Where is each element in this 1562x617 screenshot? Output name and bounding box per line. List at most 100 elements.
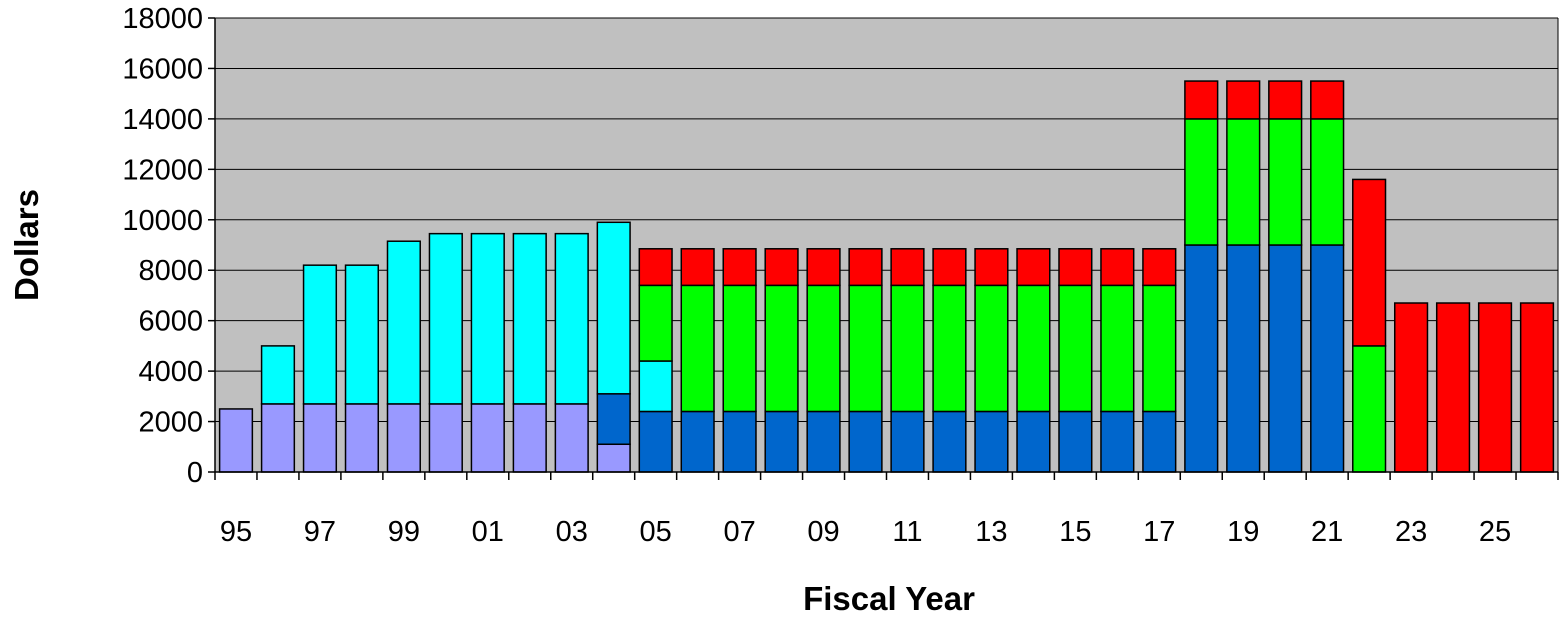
bar-segment-periwinkle-95 xyxy=(218,408,254,473)
bar-segment-cyan-03 xyxy=(554,232,589,405)
bar-segment-periwinkle-98 xyxy=(344,403,380,473)
y-tick-label: 2000 xyxy=(138,407,203,439)
y-tick-label: 12000 xyxy=(122,154,203,186)
bar-segment-red-15 xyxy=(1058,248,1093,287)
bar-segment-blue-11 xyxy=(890,410,925,473)
bar-segment-green-18 xyxy=(1184,118,1219,246)
bar-segment-green-06 xyxy=(680,284,715,413)
bar-segment-blue-19 xyxy=(1226,244,1261,473)
bar-segment-cyan-98 xyxy=(344,264,380,405)
x-tick-label: 25 xyxy=(1479,516,1511,548)
bar-segment-green-15 xyxy=(1058,284,1093,413)
bar-segment-red-11 xyxy=(890,248,925,287)
bar-segment-green-22 xyxy=(1352,345,1387,473)
bar-segment-periwinkle-96 xyxy=(260,403,296,473)
y-tick-label: 4000 xyxy=(138,356,203,388)
y-tick-label: 0 xyxy=(187,457,203,489)
bar-segment-cyan-97 xyxy=(302,264,338,405)
bar-segment-blue-18 xyxy=(1184,244,1219,473)
bar-segment-red-25 xyxy=(1477,302,1513,473)
bar-segment-red-26 xyxy=(1519,302,1555,473)
bar-segment-red-06 xyxy=(680,248,715,287)
bar-segment-blue-09 xyxy=(806,410,841,473)
bar-segment-green-13 xyxy=(974,284,1009,413)
x-tick-label: 01 xyxy=(472,516,504,548)
bars xyxy=(218,80,1555,473)
bar-segment-periwinkle-97 xyxy=(302,403,338,473)
bar-segment-red-14 xyxy=(1016,248,1051,287)
y-tick-label: 18000 xyxy=(122,3,203,35)
bar-segment-blue-15 xyxy=(1058,410,1093,473)
x-axis-title: Fiscal Year xyxy=(803,580,975,617)
bar-segment-periwinkle-01 xyxy=(470,403,505,473)
x-tick-label: 95 xyxy=(220,516,252,548)
bar-segment-blue-06 xyxy=(680,410,715,473)
bar-segment-cyan-02 xyxy=(512,232,547,405)
bar-segment-green-11 xyxy=(890,284,925,413)
bar-segment-cyan-01 xyxy=(470,232,505,405)
bar-segment-red-07 xyxy=(722,248,757,287)
y-tick-label: 10000 xyxy=(122,205,203,237)
bar-segment-green-20 xyxy=(1268,118,1303,246)
bar-segment-green-16 xyxy=(1100,284,1135,413)
y-tick-label: 14000 xyxy=(122,104,203,136)
x-tick-label: 99 xyxy=(388,516,420,548)
bar-segment-periwinkle-03 xyxy=(554,403,589,473)
bar-segment-cyan-00 xyxy=(428,232,463,405)
bar-segment-green-05 xyxy=(638,284,673,362)
bar-segment-red-24 xyxy=(1435,302,1471,473)
bar-segment-periwinkle-04 xyxy=(596,443,631,473)
x-tick-label: 09 xyxy=(807,516,839,548)
bar-segment-green-07 xyxy=(722,284,757,413)
y-tick-label: 8000 xyxy=(138,255,203,287)
x-tick-label: 15 xyxy=(1059,516,1091,548)
x-tick-label: 05 xyxy=(640,516,672,548)
bar-segment-periwinkle-00 xyxy=(428,403,463,473)
x-tick-label: 97 xyxy=(304,516,336,548)
bar-segment-green-08 xyxy=(764,284,799,413)
bar-segment-blue-10 xyxy=(848,410,883,473)
bar-segment-red-12 xyxy=(932,248,967,287)
x-tick-label: 11 xyxy=(892,516,922,548)
bar-segment-blue-20 xyxy=(1268,244,1303,473)
bar-segment-blue-04 xyxy=(596,393,631,446)
bar-segment-red-05 xyxy=(638,248,673,287)
x-tick-label: 19 xyxy=(1227,516,1259,548)
x-tick-label: 21 xyxy=(1311,516,1343,548)
x-tick-label: 07 xyxy=(723,516,755,548)
y-tick-label: 16000 xyxy=(122,53,203,85)
bar-segment-blue-21 xyxy=(1310,244,1345,473)
bar-segment-red-21 xyxy=(1310,80,1345,120)
x-tick-label: 17 xyxy=(1143,516,1175,548)
x-tick-label: 23 xyxy=(1395,516,1427,548)
bar-segment-green-09 xyxy=(806,284,841,413)
bar-segment-blue-05 xyxy=(638,410,673,473)
bar-segment-green-19 xyxy=(1226,118,1261,246)
bar-segment-red-20 xyxy=(1268,80,1303,120)
bar-segment-green-21 xyxy=(1310,118,1345,246)
bar-segment-red-09 xyxy=(806,248,841,287)
bar-segment-green-12 xyxy=(932,284,967,413)
bar-segment-blue-08 xyxy=(764,410,799,473)
y-tick-label: 6000 xyxy=(138,306,203,338)
bar-segment-green-10 xyxy=(848,284,883,413)
bar-segment-blue-12 xyxy=(932,410,967,473)
bar-segment-cyan-99 xyxy=(386,240,421,405)
bar-segment-green-17 xyxy=(1142,284,1177,413)
bar-segment-green-14 xyxy=(1016,284,1051,413)
bar-segment-blue-07 xyxy=(722,410,757,473)
x-tick-label: 13 xyxy=(975,516,1007,548)
bar-segment-blue-17 xyxy=(1142,410,1177,473)
bar-segment-red-08 xyxy=(764,248,799,287)
bar-segment-cyan-96 xyxy=(260,345,296,405)
bar-segment-periwinkle-02 xyxy=(512,403,547,473)
bar-segment-periwinkle-99 xyxy=(386,403,421,473)
bar-segment-cyan-04 xyxy=(596,221,631,395)
bar-segment-red-18 xyxy=(1184,80,1219,120)
bar-segment-red-22 xyxy=(1352,178,1387,347)
bar-segment-blue-16 xyxy=(1100,410,1135,473)
y-axis-ticks: 0 2000 4000 6000 8000 10000 12000 14000 16000 180… xyxy=(122,3,215,489)
bar-segment-cyan-05 xyxy=(638,360,673,413)
